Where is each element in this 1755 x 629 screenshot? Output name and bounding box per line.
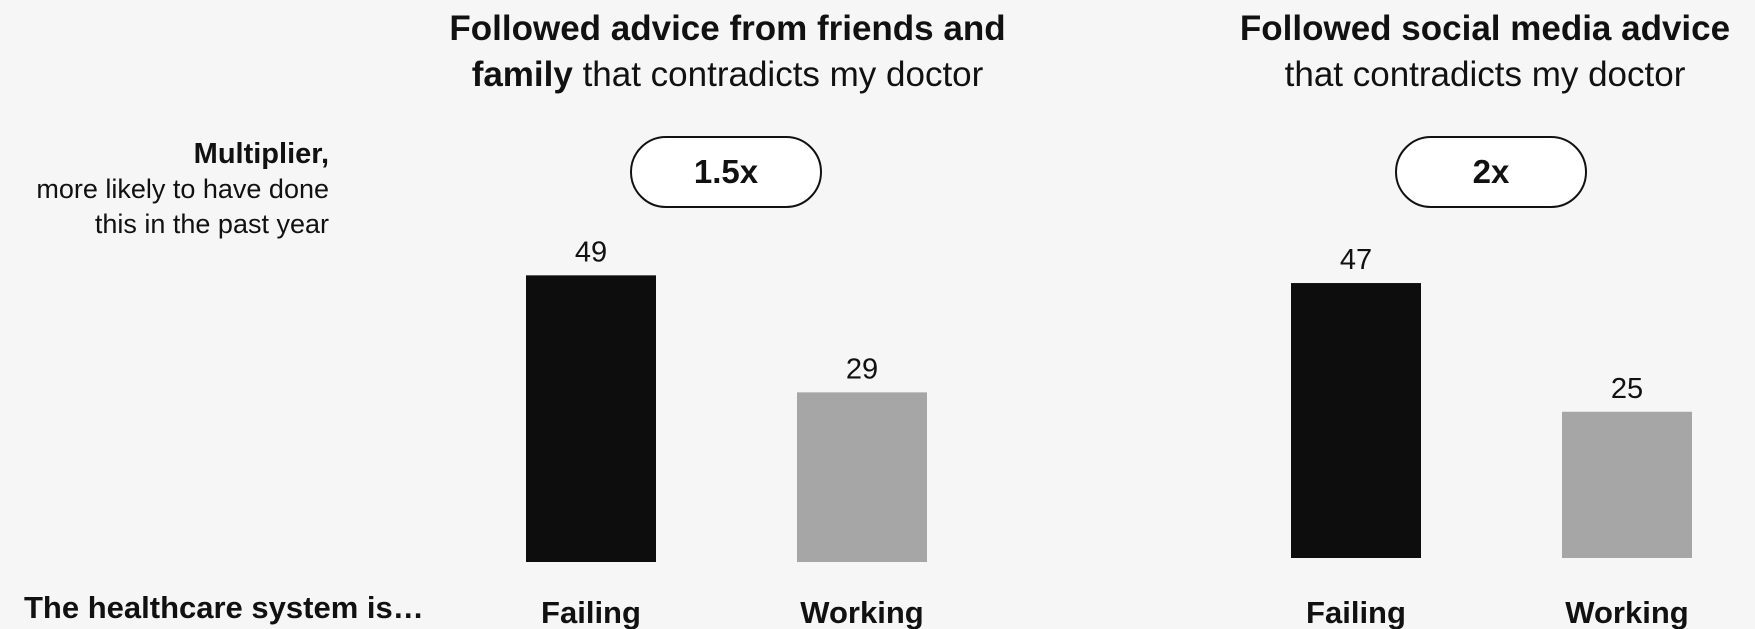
panel-2-category-label-failing: Failing <box>1306 595 1406 629</box>
panel-1-title-line1: Followed advice from friends and <box>449 9 1006 48</box>
panel-2-title-rest: that contradicts my doctor <box>1284 55 1686 94</box>
panel-2-bar-failing <box>1291 283 1421 558</box>
multiplier-label: Multiplier, more likely to have done thi… <box>0 137 329 242</box>
panel-1-title: Followed advice from friends and family … <box>400 6 1055 98</box>
panel-1-category-label-failing: Failing <box>541 595 641 629</box>
panel-2-title: Followed social media advice that contra… <box>1185 6 1755 98</box>
panel-2-value-label-failing: 47 <box>1340 244 1372 276</box>
multiplier-label-strong: Multiplier, <box>193 138 329 170</box>
panel-2-value-label-working: 25 <box>1611 373 1643 405</box>
panel-1-bar-working <box>797 392 927 562</box>
panel-2-bar-working <box>1562 411 1692 558</box>
panel-1-value-label-failing: 49 <box>575 236 607 268</box>
panel-1-multiplier-badge: 1.5x <box>630 136 822 208</box>
panel-1-title-bold: family <box>471 55 573 94</box>
panel-1-bar-failing <box>526 275 656 562</box>
panel-1-value-label-working: 29 <box>846 353 878 385</box>
panel-1-title-rest: that contradicts my doctor <box>572 55 984 94</box>
panel-2-title-line1: Followed social media advice <box>1239 9 1731 48</box>
panel-2-category-label-working: Working <box>1565 595 1688 629</box>
multiplier-label-line1: more likely to have done <box>36 174 329 204</box>
panel-2-multiplier-badge: 2x <box>1395 136 1587 208</box>
multiplier-label-line2: this in the past year <box>94 209 329 239</box>
axis-label: The healthcare system is… <box>24 590 424 625</box>
panel-1-category-label-working: Working <box>800 595 923 629</box>
